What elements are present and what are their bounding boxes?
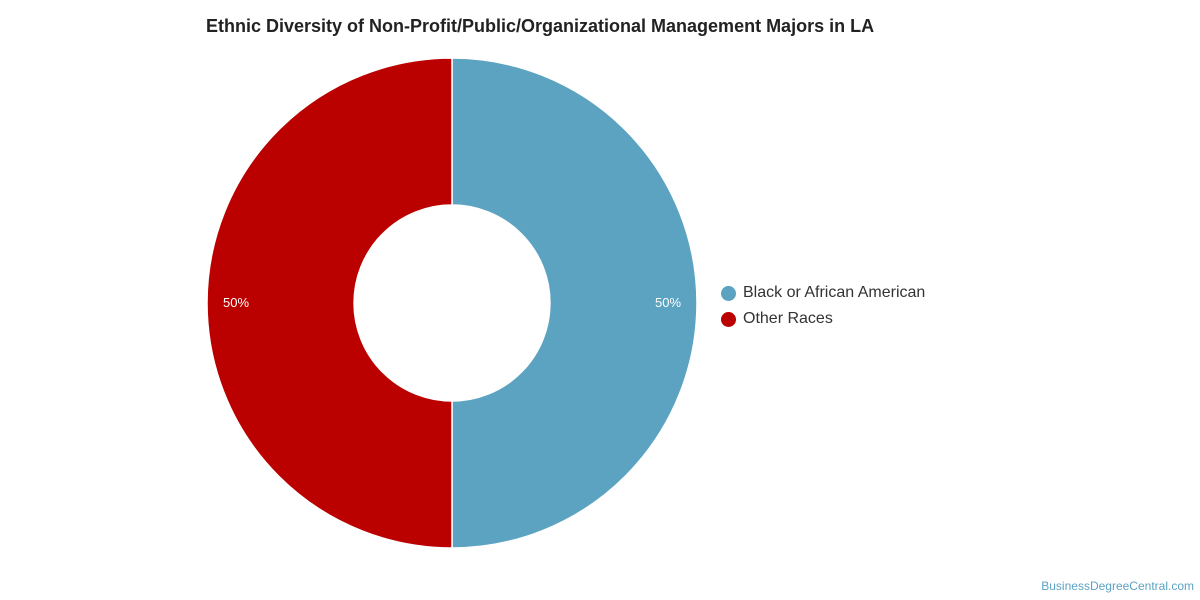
legend-swatch-icon	[721, 311, 736, 327]
slice-value-label-0: 50%	[655, 295, 681, 310]
legend-label: Other Races	[743, 310, 833, 327]
source-credit-link[interactable]: BusinessDegreeCentral.com	[1041, 579, 1194, 593]
donut-slice-0[interactable]	[451, 57, 698, 549]
donut-slice-1[interactable]	[206, 57, 453, 549]
legend-item-0[interactable]: Black or African American	[721, 280, 925, 306]
legend-item-1[interactable]: Other Races	[721, 306, 925, 332]
legend-swatch-icon	[721, 285, 736, 301]
chart-title: Ethnic Diversity of Non-Profit/Public/Or…	[206, 16, 875, 36]
legend: Black or African American Other Races	[721, 280, 925, 332]
slice-value-label-1: 50%	[223, 295, 249, 310]
legend-label: Black or African American	[743, 284, 926, 301]
